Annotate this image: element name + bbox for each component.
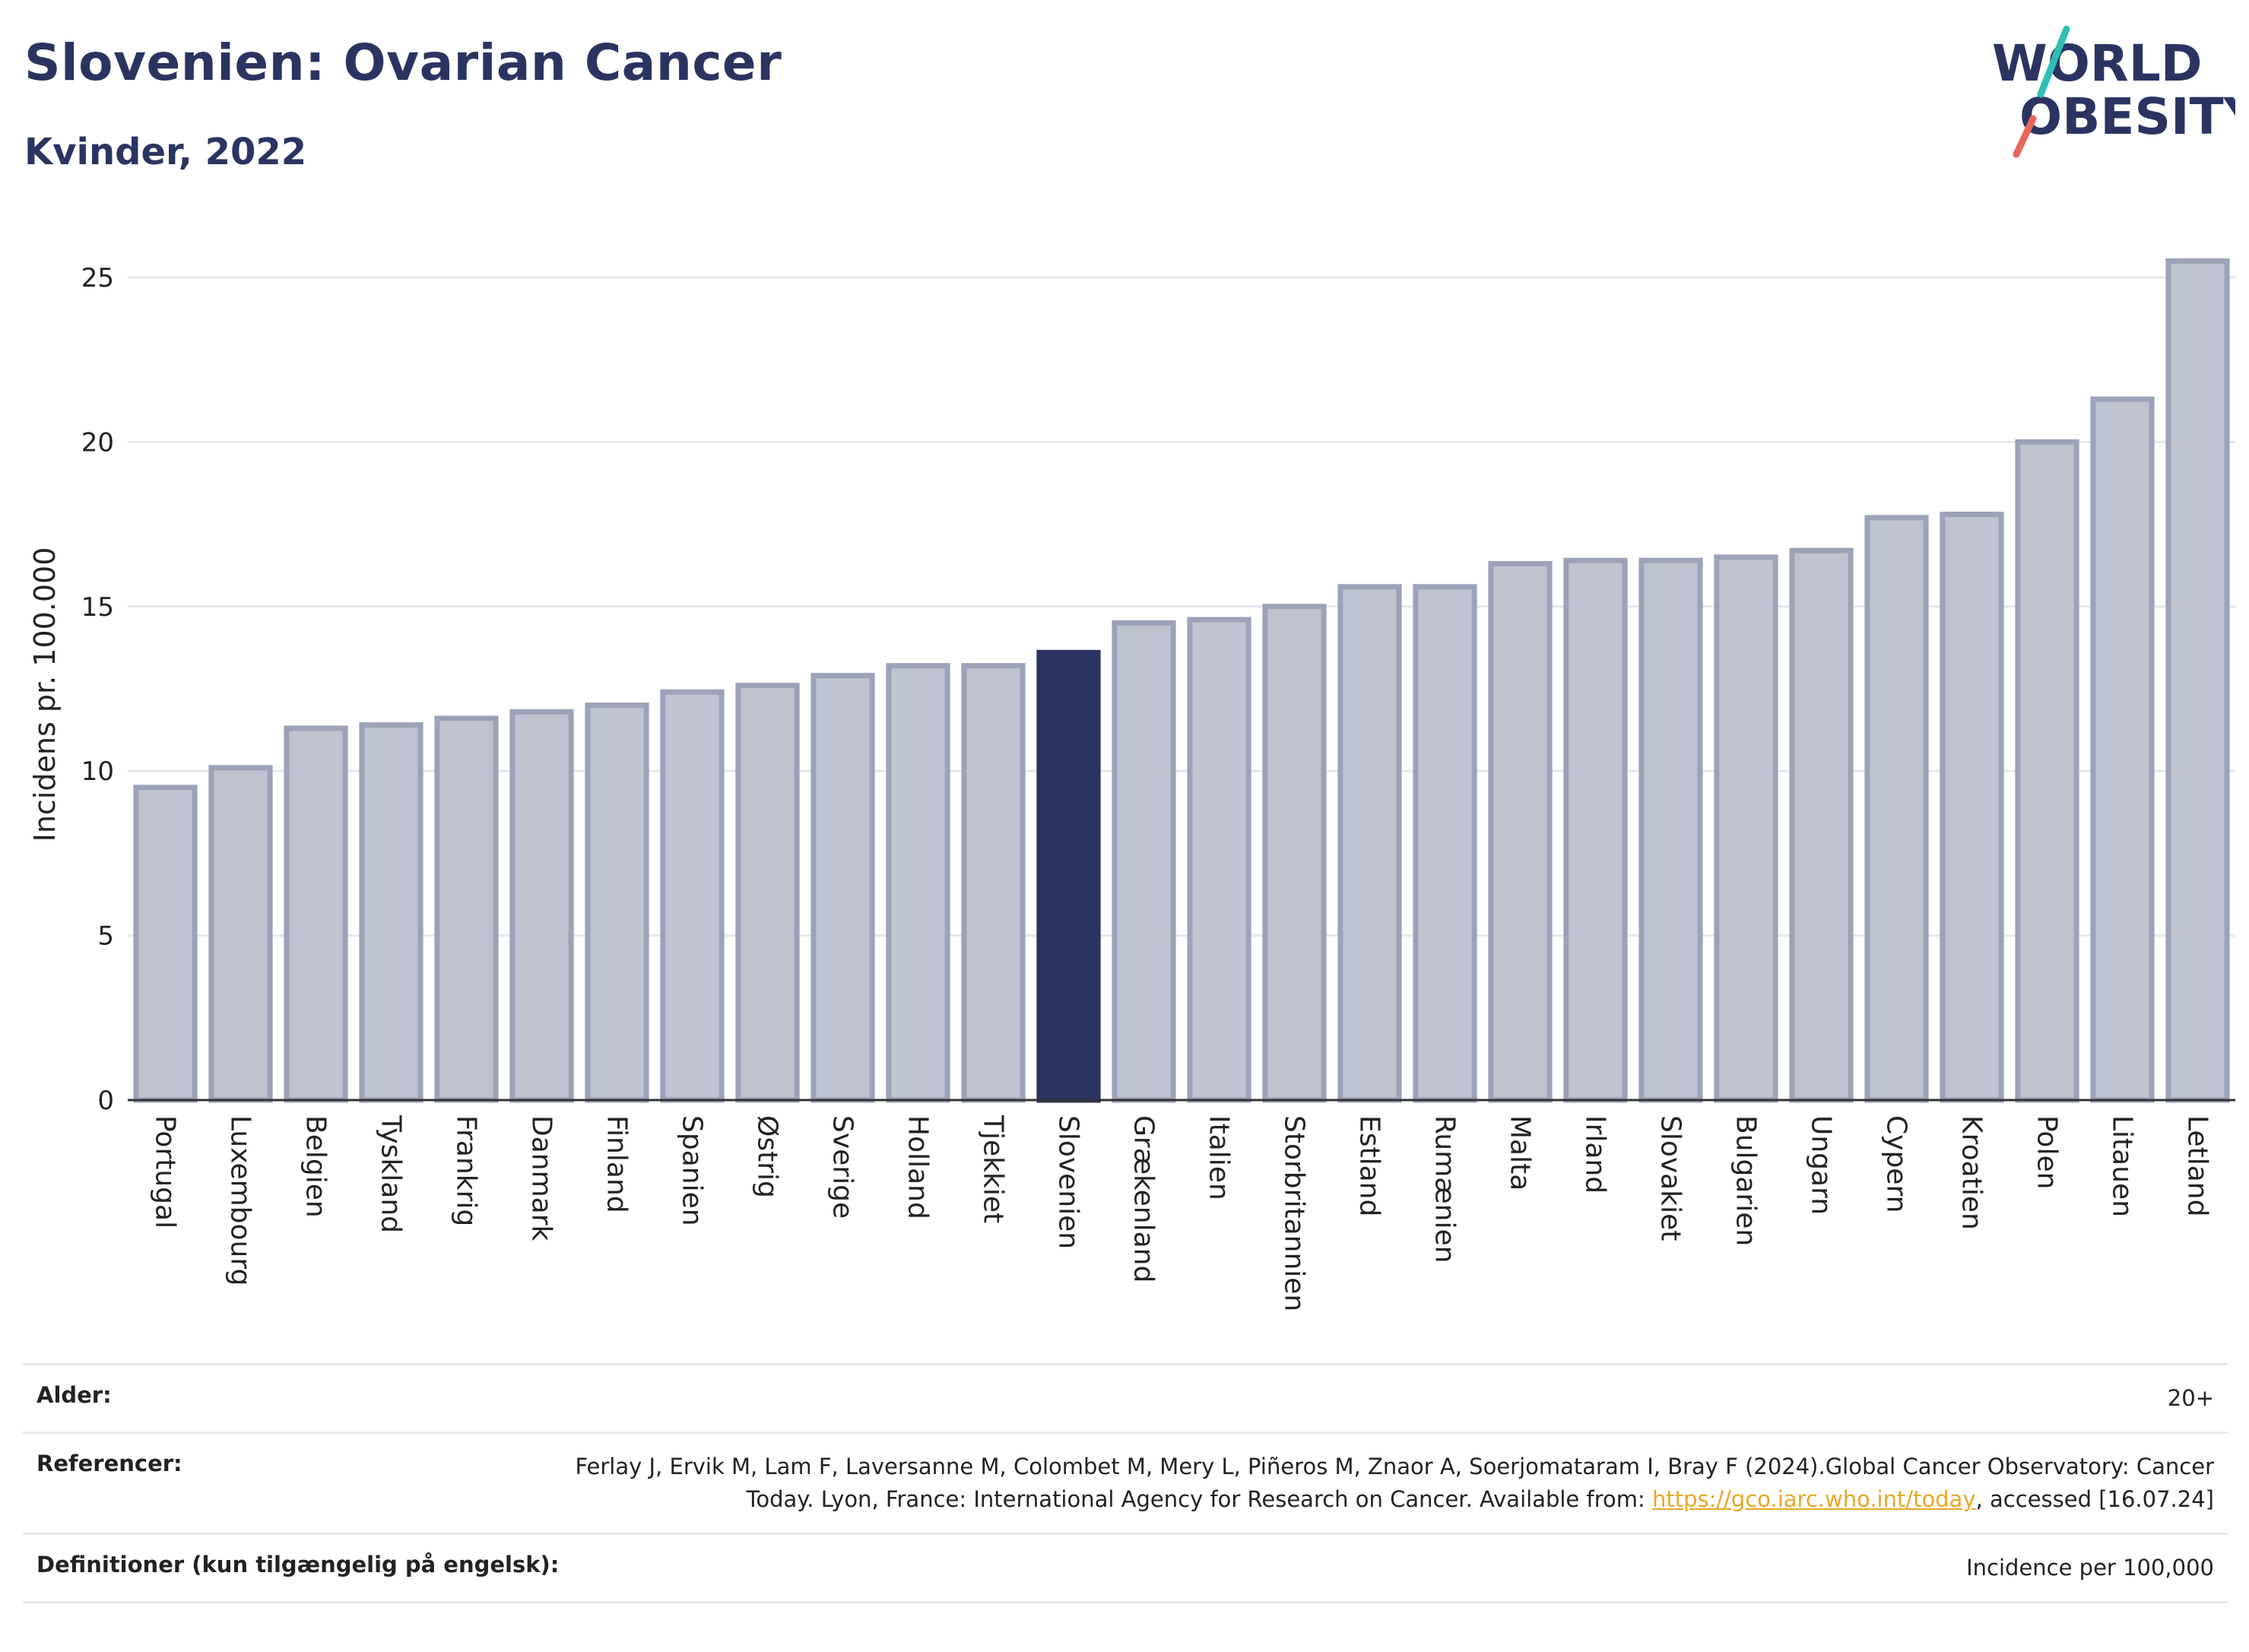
x-tick-label: Irland xyxy=(1580,1115,1611,1194)
logo-slash-teal xyxy=(2037,25,2070,98)
logo-slash-red xyxy=(2013,115,2037,158)
x-tick-label: Frankrig xyxy=(451,1115,482,1226)
x-tick-label: Italien xyxy=(1204,1115,1235,1200)
x-tick-label: Slovakiet xyxy=(1655,1115,1686,1241)
x-tick-label: Litauen xyxy=(2107,1115,2138,1217)
bar xyxy=(284,725,348,1103)
bar xyxy=(1262,604,1327,1103)
bar xyxy=(434,715,499,1103)
x-tick-label: Ungarn xyxy=(1806,1115,1837,1215)
x-tick-label: Danmark xyxy=(526,1115,557,1241)
y-tick-label: 15 xyxy=(81,592,114,623)
logo-line1: WORLD xyxy=(1992,34,2203,93)
x-tick-label: Kroatien xyxy=(1956,1115,1987,1230)
bar xyxy=(1413,584,1477,1103)
x-tick-label: Grækenland xyxy=(1128,1115,1159,1283)
bar xyxy=(2090,396,2155,1103)
bar xyxy=(1563,557,1628,1103)
bar xyxy=(1714,554,1778,1103)
bar xyxy=(961,663,1026,1103)
bar-highlight xyxy=(1036,649,1101,1103)
x-tick-label: Estland xyxy=(1354,1115,1385,1216)
metadata-table: Alder: 20+ Referencer: Ferlay J, Ervik M… xyxy=(23,1363,2228,1603)
bar xyxy=(886,663,950,1103)
x-tick-label: Portugal xyxy=(150,1115,181,1229)
definitions-row: Definitioner (kun tilgængelig på engelsk… xyxy=(23,1533,2228,1603)
x-tick-label: Sverige xyxy=(827,1115,858,1219)
references-link[interactable]: https://gco.iarc.who.int/today xyxy=(1651,1486,1976,1512)
bar xyxy=(133,785,198,1103)
x-tick-label: Slovenien xyxy=(1053,1115,1084,1249)
y-tick-label: 10 xyxy=(81,756,114,787)
x-tick-label: Belgien xyxy=(300,1115,331,1218)
x-tick-label: Polen xyxy=(2032,1115,2063,1189)
bar xyxy=(735,683,800,1103)
chart-subtitle: Kvinder, 2022 xyxy=(24,131,307,173)
references-accessed: , accessed [16.07.24] xyxy=(1975,1486,2214,1512)
x-tick-label: Luxembourg xyxy=(225,1115,256,1286)
y-tick-label: 25 xyxy=(81,263,114,293)
x-tick-label: Rumænien xyxy=(1429,1115,1461,1263)
x-tick-label: Storbritannien xyxy=(1279,1115,1310,1311)
bar xyxy=(585,702,649,1103)
bar xyxy=(1488,560,1553,1103)
references-value: Ferlay J, Ervik M, Lam F, Laversanne M, … xyxy=(541,1451,2214,1516)
bar xyxy=(1337,584,1402,1103)
definitions-label: Definitioner (kun tilgængelig på engelsk… xyxy=(36,1552,560,1577)
bar xyxy=(810,673,875,1103)
world-obesity-logo: WORLD OBESITY xyxy=(1992,25,2235,158)
bar xyxy=(359,722,423,1103)
bar xyxy=(1940,512,2004,1103)
x-tick-label: Malta xyxy=(1505,1115,1536,1191)
age-row: Alder: 20+ xyxy=(23,1363,2228,1432)
x-tick-label: Bulgarien xyxy=(1730,1115,1762,1246)
references-row: Referencer: Ferlay J, Ervik M, Lam F, La… xyxy=(23,1432,2228,1533)
y-tick-label: 0 xyxy=(97,1086,114,1116)
x-tick-label: Tyskland xyxy=(376,1115,407,1233)
references-text: Ferlay J, Ervik M, Lam F, Laversanne M, … xyxy=(575,1454,2214,1512)
bar-chart: 0 5 10 15 20 25 Incidens pr. 100.000 Portugal Lu… xyxy=(28,258,2235,1311)
bar xyxy=(2165,258,2230,1103)
age-value: 20+ xyxy=(2167,1385,2214,1411)
bar xyxy=(660,689,725,1103)
logo-line2: OBESITY xyxy=(2019,87,2235,146)
bar xyxy=(1638,557,1703,1103)
bar xyxy=(1187,617,1251,1103)
x-tick-label: Spanien xyxy=(677,1115,708,1226)
age-label: Alder: xyxy=(36,1382,112,1408)
x-tick-label: Cypern xyxy=(1881,1115,1912,1213)
y-axis-label: Incidens pr. 100.000 xyxy=(28,547,62,842)
x-tick-label: Tjekkiet xyxy=(978,1115,1009,1223)
bar xyxy=(1112,620,1176,1103)
x-tick-label: Østrig xyxy=(752,1115,783,1198)
bar xyxy=(2015,439,2079,1103)
bar xyxy=(1789,547,1854,1103)
references-label: Referencer: xyxy=(36,1451,182,1476)
y-tick-label: 5 xyxy=(97,921,114,952)
x-tick-label: Letland xyxy=(2182,1115,2213,1216)
y-tick-label: 20 xyxy=(81,427,114,458)
x-tick-label: Finland xyxy=(601,1115,633,1213)
chart-title: Slovenien: Ovarian Cancer xyxy=(24,33,782,92)
bar xyxy=(208,765,273,1103)
x-tick-label: Holland xyxy=(902,1115,934,1219)
bar xyxy=(1864,515,1929,1103)
definitions-value: Incidence per 100,000 xyxy=(1966,1555,2214,1581)
bar xyxy=(509,709,574,1103)
